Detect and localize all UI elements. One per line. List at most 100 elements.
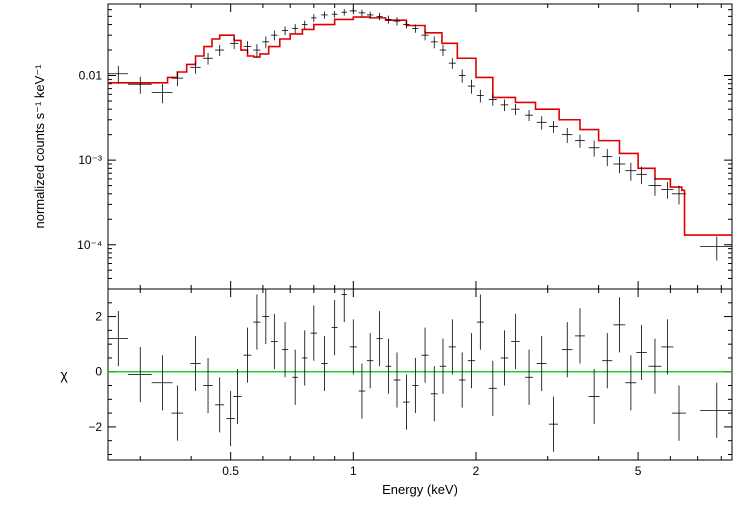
residual-point	[430, 366, 438, 422]
spectrum-data-point	[311, 14, 317, 22]
spectrum-data-point	[331, 10, 338, 18]
residuals-frame	[107, 288, 733, 461]
spectrum-data-point	[301, 20, 308, 29]
spectrum-data-point	[403, 21, 410, 29]
residual-point	[500, 330, 509, 386]
residual-point	[602, 333, 613, 389]
spectrum-data-point	[511, 104, 520, 116]
residual-point	[376, 311, 383, 367]
spectrum-data-point	[421, 30, 429, 41]
residual-point	[243, 327, 252, 383]
residual-point	[226, 391, 235, 447]
residual-point	[203, 357, 213, 414]
residual-point	[403, 374, 410, 430]
spectrum-data-point	[548, 121, 559, 133]
spectrum-data-point	[243, 41, 252, 53]
residual-point	[292, 349, 299, 405]
spectrum-data-point	[215, 44, 225, 57]
spectrum-data-point	[525, 110, 533, 122]
spectrum-data-point	[602, 149, 613, 167]
spectrum-panel: 0.01 10⁻³ 10⁻⁴ normalized counts s⁻¹ keV⁻¹	[32, 3, 733, 290]
spectrum-data-point	[253, 44, 261, 58]
spectrum-data-point	[458, 69, 466, 83]
spectrum-data-point	[700, 236, 732, 261]
residual-point	[233, 368, 242, 425]
residual-point	[548, 396, 559, 452]
spectrum-data-point	[439, 44, 447, 57]
spectrum-y-tick-label: 10⁻³	[78, 153, 102, 167]
residual-point	[625, 355, 637, 411]
spectrum-frame	[107, 3, 733, 290]
x-tick-label: 0.5	[222, 464, 239, 478]
spectrum-data-point	[108, 65, 129, 84]
x-tick-label: 1	[350, 464, 357, 478]
residual-point	[321, 335, 328, 392]
spectrum-data-point	[412, 24, 419, 33]
residual-point	[171, 385, 184, 441]
spectrum-data-point	[625, 162, 637, 181]
spectrum-data-point	[430, 36, 438, 49]
spectrum-data-point	[358, 9, 366, 17]
spectrum-data-point	[467, 79, 476, 94]
residual-point	[253, 294, 261, 350]
spectrum-data-point	[476, 89, 484, 103]
residual-point	[574, 308, 585, 364]
residuals-y-tick-label: −2	[88, 420, 102, 434]
residual-point	[636, 324, 647, 381]
residual-point	[358, 363, 366, 419]
residual-point	[262, 289, 270, 345]
spectrum-data-point	[151, 84, 173, 104]
residual-point	[588, 368, 600, 425]
residual-point	[215, 377, 225, 433]
residuals-y-axis-label: χ	[60, 367, 68, 383]
spectrum-data-point	[341, 9, 348, 16]
spectrum-data-point	[613, 156, 626, 174]
spectrum-data-point	[190, 61, 201, 74]
residual-point	[366, 333, 374, 389]
residuals-y-tick-label: 0	[95, 365, 102, 379]
model-curve	[108, 16, 732, 236]
residual-point	[488, 360, 497, 416]
spectrum-data-point	[648, 177, 662, 196]
spectrum-data-point	[171, 71, 184, 87]
spectrum-data-point	[393, 17, 401, 26]
x-tick-label: 5	[635, 464, 642, 478]
residual-point	[331, 300, 338, 356]
residual-point	[525, 349, 533, 405]
spectrum-data-point	[536, 116, 547, 130]
spectrum-data-point	[448, 58, 456, 69]
spectrum-y-tick-label: 0.01	[79, 69, 103, 83]
spectrum-data-point	[128, 76, 152, 94]
spectrum-data-point	[229, 38, 239, 50]
residual-point	[310, 305, 318, 361]
residual-point	[613, 297, 626, 353]
spectrum-y-tick-label: 10⁻⁴	[77, 238, 102, 252]
residual-point	[341, 289, 348, 323]
residual-point	[190, 335, 201, 392]
spectrum-data-point	[574, 134, 585, 148]
residual-point	[476, 294, 484, 350]
spectrum-data-point	[292, 24, 299, 34]
spectrum-data-point	[376, 12, 383, 21]
x-axis-label: Energy (keV)	[382, 482, 458, 497]
residual-point	[151, 355, 173, 411]
spectrum-y-axis-label: normalized counts s⁻¹ keV⁻¹	[32, 64, 47, 229]
residual-point	[412, 357, 419, 414]
residual-point	[700, 382, 732, 438]
spectrum-data-point	[349, 7, 357, 15]
spectrum-data-point	[385, 15, 392, 24]
spectrum-data-point	[671, 185, 686, 205]
residual-point	[393, 352, 401, 408]
residual-point	[439, 338, 447, 394]
residual-point	[536, 335, 547, 392]
residuals-panel: 2 0 −2 χ 0.5 1 2 5 Energy (keV)	[60, 288, 733, 497]
spectrum-data-point	[321, 11, 328, 19]
spectrum-data-point	[661, 182, 674, 199]
residual-point	[661, 319, 674, 375]
residual-point	[421, 327, 429, 383]
residual-point	[448, 319, 456, 375]
spectrum-data-point	[262, 36, 270, 49]
spectrum-data-point	[281, 26, 289, 36]
